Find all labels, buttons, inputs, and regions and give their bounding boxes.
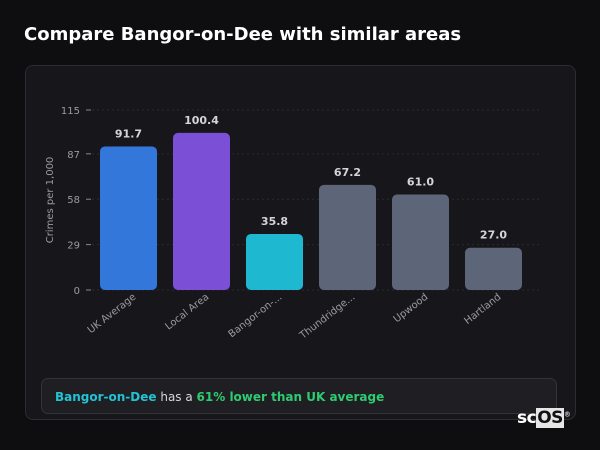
bar-value-label: 61.0: [407, 176, 434, 189]
bar-value-label: 91.7: [115, 127, 142, 140]
x-tick-label: Upwood: [392, 292, 431, 326]
y-tick-label: 0: [74, 286, 80, 297]
bar-value-label: 35.8: [261, 215, 288, 228]
y-tick-label: 58: [67, 195, 80, 206]
x-tick-label: Local Area: [164, 292, 212, 333]
bar-value-label: 100.4: [184, 114, 219, 127]
y-tick-label: 29: [67, 241, 80, 252]
y-tick-label: 115: [61, 106, 80, 117]
summary-text: has a: [156, 390, 197, 404]
bar-hartland: [465, 247, 522, 290]
x-tick-label: Hartland: [462, 292, 503, 327]
comparison-summary: Bangor-on-Dee has a 61% lower than UK av…: [41, 378, 557, 414]
area-name: Bangor-on-Dee: [55, 390, 157, 404]
bar-value-label: 67.2: [334, 166, 361, 179]
y-tick-label: 87: [67, 150, 80, 161]
bar-bangor-on-: [246, 233, 303, 290]
page-title: Compare Bangor-on-Dee with similar areas: [24, 24, 462, 45]
bar-uk-average: [100, 146, 157, 290]
bar-value-label: 27.0: [480, 229, 507, 242]
scos-logo: scOS®: [517, 408, 571, 428]
bar-upwood: [392, 194, 449, 290]
bar-local-area: [173, 132, 230, 290]
x-tick-label: Bangor-on-...: [227, 292, 285, 340]
x-tick-label: Thundridge...: [297, 292, 357, 342]
x-tick-label: UK Average: [86, 292, 139, 336]
bar-thundridge-: [319, 184, 376, 290]
y-axis-label: Crimes per 1,000: [45, 157, 56, 244]
difference-text: 61% lower than UK average: [196, 390, 385, 404]
